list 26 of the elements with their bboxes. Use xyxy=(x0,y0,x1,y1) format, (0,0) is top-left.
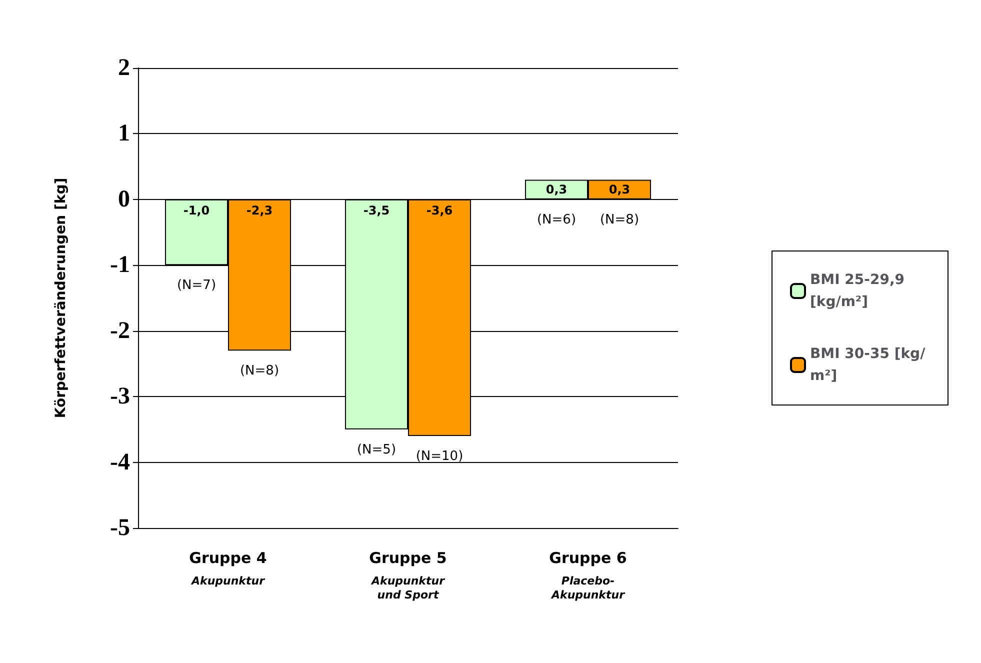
legend-label: BMI 25-29,9 [kg/m²] xyxy=(810,272,910,310)
data-label: -2,3 xyxy=(246,203,273,218)
x-tick-label: Gruppe 4 Akupunktur xyxy=(189,549,267,588)
y-axis-title: Körperfettveränderungen [kg] xyxy=(53,178,69,418)
y-tick-label: -3 xyxy=(110,384,130,410)
annotation: (N=6) xyxy=(536,212,576,228)
legend-label: BMI 30-35 [kg/m²] xyxy=(810,346,926,384)
x-tick-label: Gruppe 6 Placebo- Akupunktur xyxy=(549,549,627,602)
annotation: (N=8) xyxy=(600,212,640,228)
y-tick-label: -2 xyxy=(110,318,130,344)
y-tick-label: 2 xyxy=(118,55,130,81)
annotation: (N=5) xyxy=(356,442,396,458)
y-tick-label: 1 xyxy=(118,120,130,147)
data-label: 0,3 xyxy=(546,182,568,197)
annotation: (N=10) xyxy=(416,449,464,464)
x-tick-label: Gruppe 5 Akupunktur und Sport xyxy=(369,549,447,602)
data-label: -3,6 xyxy=(426,203,453,218)
data-label: -3,5 xyxy=(363,203,390,218)
annotation: (N=8) xyxy=(240,364,280,379)
data-label: 0,3 xyxy=(608,182,630,197)
y-tick-label: -1 xyxy=(110,252,130,278)
data-label: -1,0 xyxy=(183,203,210,218)
y-tick-label: 0 xyxy=(118,186,130,212)
y-tick-label: -4 xyxy=(110,449,130,476)
annotation: (N=7) xyxy=(176,278,216,294)
y-tick-label: -5 xyxy=(110,515,130,541)
